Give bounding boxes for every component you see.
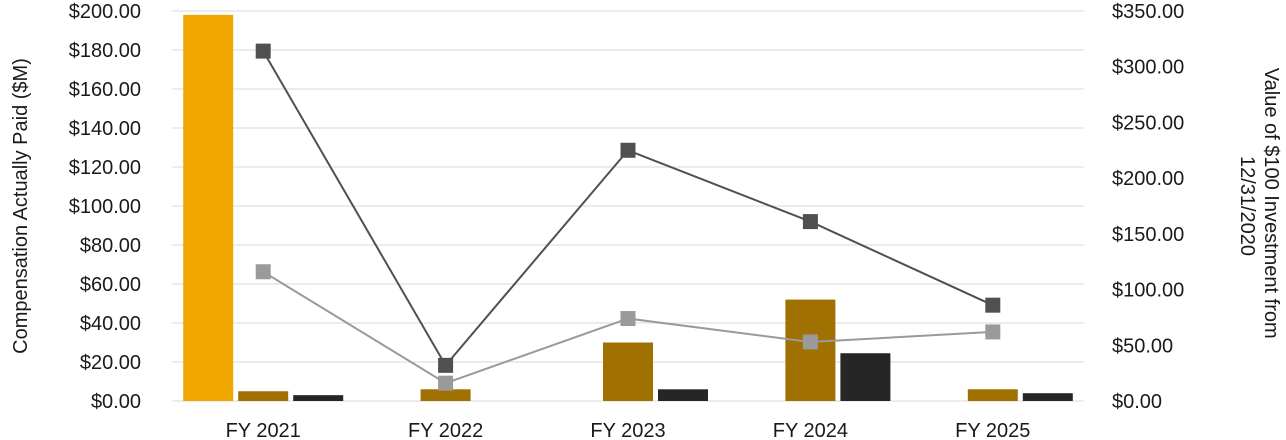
right-axis-title-line-2: 12/31/2020 <box>1236 156 1258 256</box>
line-marker <box>802 214 818 230</box>
x-axis-tick-label: FY 2024 <box>773 420 848 440</box>
x-axis-tick-label: FY 2021 <box>226 420 301 440</box>
right-axis-tick-label: $0.00 <box>1112 391 1162 413</box>
left-axis-tick-label: $40.00 <box>80 313 141 335</box>
line-marker <box>438 375 454 391</box>
bar <box>603 342 653 401</box>
x-axis-tick-label: FY 2025 <box>955 420 1030 440</box>
bar <box>658 389 708 401</box>
line-marker <box>985 324 1001 340</box>
bar <box>785 299 836 401</box>
x-axis-tick-label: FY 2022 <box>408 420 483 440</box>
line-marker <box>255 43 271 59</box>
line-marker <box>438 357 454 373</box>
right-axis-tick-label: $250.00 <box>1112 112 1184 134</box>
bar <box>967 389 1018 401</box>
bar <box>1022 393 1073 401</box>
bars <box>183 14 1073 402</box>
left-axis-tick-label: $0.00 <box>91 391 141 413</box>
right-axis-tick-label: $150.00 <box>1112 224 1184 246</box>
line-marker <box>985 297 1001 313</box>
bar <box>293 395 344 401</box>
x-axis-ticks: FY 2021 FY 2022 FY 2023 FY 2024 FY 2025 <box>226 420 1031 440</box>
bar <box>183 14 234 402</box>
right-axis-title-line-1: Value of $100 Investment from <box>1260 68 1282 339</box>
left-axis-tick-label: $140.00 <box>69 118 141 140</box>
right-axis-ticks: $0.00 $50.00 $100.00 $150.00 $200.00 $250.00 $… <box>1112 1 1184 413</box>
right-axis-tick-label: $100.00 <box>1112 280 1184 302</box>
right-axis-tick-label: $200.00 <box>1112 168 1184 190</box>
right-axis-tick-label: $350.00 <box>1112 1 1184 23</box>
lines <box>262 50 994 385</box>
left-axis-title: Compensation Actually Paid ($M) <box>10 58 32 354</box>
markers <box>255 43 1001 391</box>
line-marker <box>255 264 271 280</box>
left-axis-tick-label: $60.00 <box>80 274 141 296</box>
right-axis-tick-label: $300.00 <box>1112 57 1184 79</box>
left-axis-ticks: $0.00 $20.00 $40.00 $60.00 $80.00 $100.00 $120… <box>69 1 141 413</box>
gridlines <box>172 10 1084 402</box>
left-axis-tick-label: $160.00 <box>69 79 141 101</box>
left-axis-tick-label: $180.00 <box>69 40 141 62</box>
bar <box>840 353 891 401</box>
right-axis-title: Value of $100 Investment from 12/31/2020 <box>1236 68 1282 344</box>
line-marker <box>620 311 636 327</box>
left-axis-tick-label: $120.00 <box>69 157 141 179</box>
line-marker <box>620 142 636 158</box>
right-axis-tick-label: $50.00 <box>1112 335 1173 357</box>
bar <box>420 389 471 401</box>
left-axis-tick-label: $100.00 <box>69 196 141 218</box>
left-axis-tick-label: $200.00 <box>69 1 141 23</box>
left-axis-tick-label: $20.00 <box>80 352 141 374</box>
bar <box>238 391 289 401</box>
line-marker <box>802 334 818 350</box>
x-axis-tick-label: FY 2023 <box>590 420 665 440</box>
left-axis-tick-label: $80.00 <box>80 235 141 257</box>
